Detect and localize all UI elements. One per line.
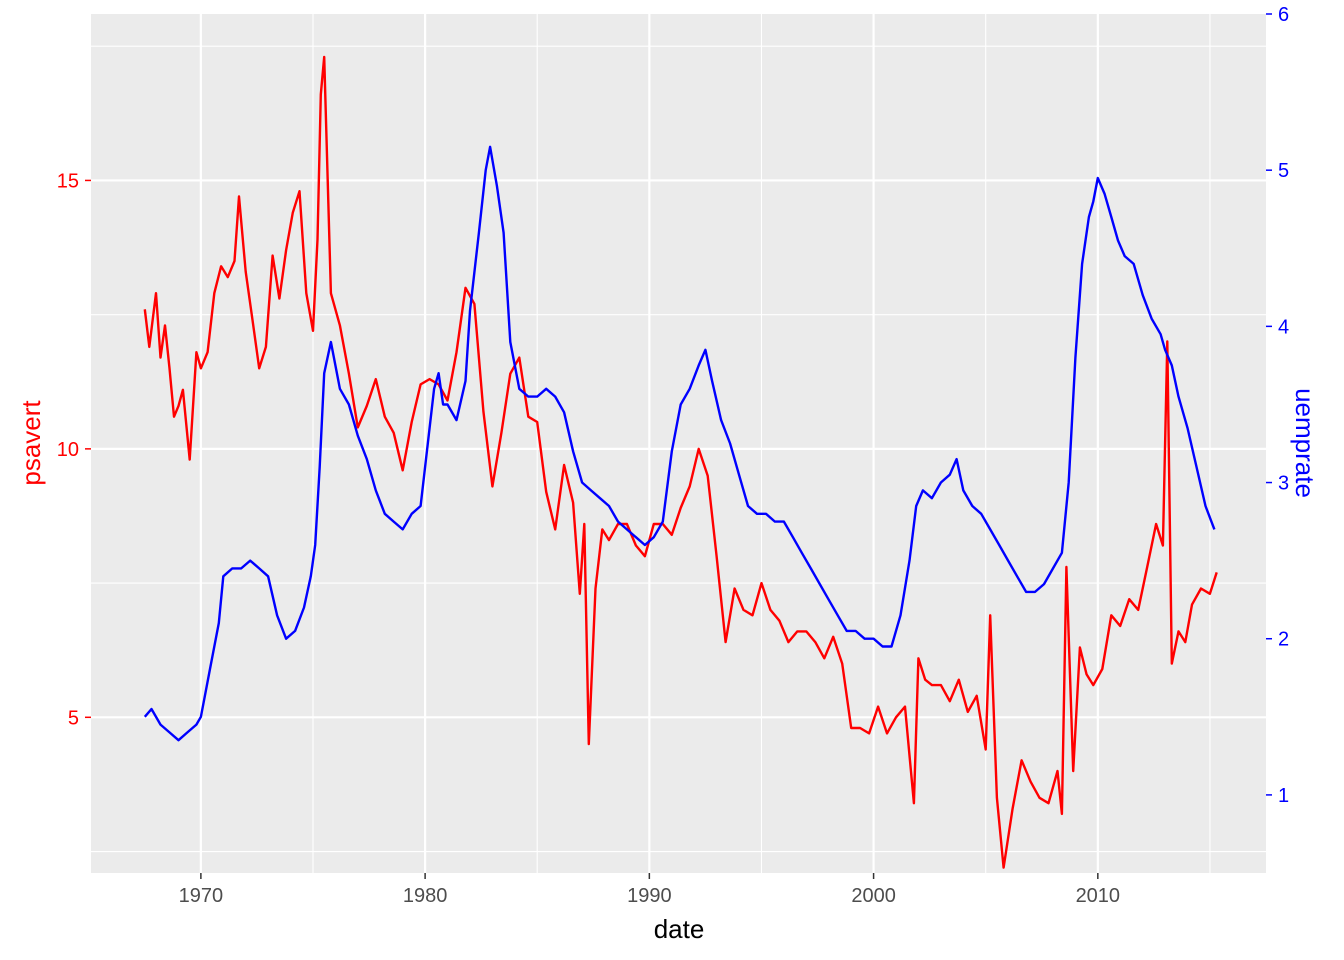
y-tick-label-right: 6 — [1278, 4, 1289, 26]
major-gridlines — [91, 14, 1266, 873]
y-axis-title-right: uemprate — [1290, 388, 1320, 498]
y-tick-label-right: 4 — [1278, 316, 1289, 338]
minor-gridlines — [91, 14, 1266, 873]
x-axis-title: date — [654, 914, 705, 944]
panel-background — [91, 14, 1266, 873]
series-lines — [143, 55, 1218, 869]
y-axis-title-left: psavert — [16, 400, 46, 486]
x-tick-label: 1970 — [179, 885, 224, 907]
x-tick-label: 2000 — [851, 885, 896, 907]
y-tick-label-right: 3 — [1278, 473, 1289, 495]
y-tick-label-right: 5 — [1278, 160, 1289, 182]
x-tick-label: 1980 — [403, 885, 448, 907]
x-tick-label: 2010 — [1076, 885, 1121, 907]
x-axis: 1970 1980 1990 2000 2010 — [179, 873, 1120, 907]
y-tick-label-right: 1 — [1278, 785, 1289, 807]
y-tick-label-left: 5 — [68, 707, 79, 729]
y-tick-label-left: 10 — [57, 439, 79, 461]
y-axis-right: 1 2 3 4 5 6 — [1266, 4, 1289, 807]
y-axis-left: 5 10 15 — [57, 170, 91, 729]
y-tick-label-right: 2 — [1278, 629, 1289, 651]
series-line-uemprate — [143, 145, 1216, 742]
y-tick-label-left: 15 — [57, 170, 79, 192]
x-tick-label: 1990 — [627, 885, 672, 907]
